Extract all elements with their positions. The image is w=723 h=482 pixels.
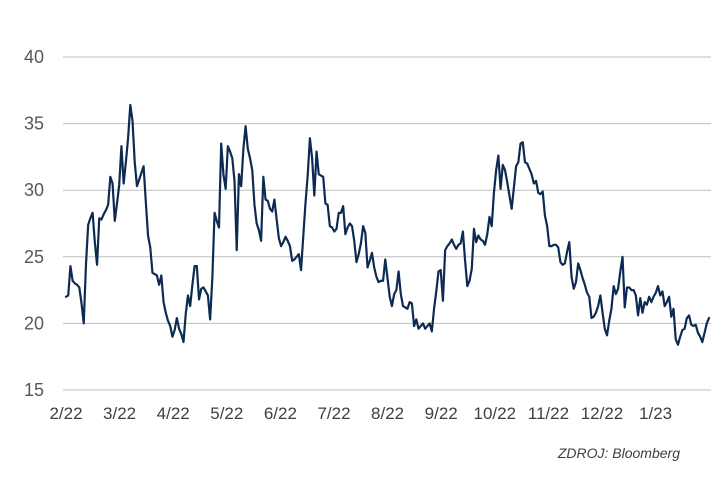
y-tick-label: 30 [24, 180, 44, 200]
y-tick-label: 35 [24, 114, 44, 134]
x-tick-label: 3/22 [103, 404, 136, 423]
x-tick-label: 1/23 [639, 404, 672, 423]
x-tick-label: 4/22 [157, 404, 190, 423]
x-tick-label: 6/22 [264, 404, 297, 423]
x-tick-label: 5/22 [210, 404, 243, 423]
y-tick-label: 15 [24, 380, 44, 400]
y-axis-ticks: 15 20 25 30 35 40 [24, 47, 44, 400]
x-tick-label: 11/22 [528, 404, 569, 423]
y-tick-label: 40 [24, 47, 44, 67]
x-tick-label: 9/22 [425, 404, 458, 423]
x-axis-ticks: 2/22 3/22 4/22 5/22 6/22 7/22 8/22 9/22 10/22 11/… [49, 404, 672, 423]
gridlines [63, 56, 711, 391]
x-tick-label: 2/22 [49, 404, 82, 423]
x-tick-label: 8/22 [371, 404, 404, 423]
series-layer [64, 103, 711, 346]
y-tick-label: 25 [24, 247, 44, 267]
series-line [64, 103, 711, 346]
source-note: ZDROJ: Bloomberg [557, 445, 680, 461]
x-tick-label: 10/22 [474, 404, 517, 423]
y-tick-label: 20 [24, 313, 44, 333]
x-tick-label: 12/22 [581, 404, 624, 423]
x-tick-label: 7/22 [317, 404, 350, 423]
